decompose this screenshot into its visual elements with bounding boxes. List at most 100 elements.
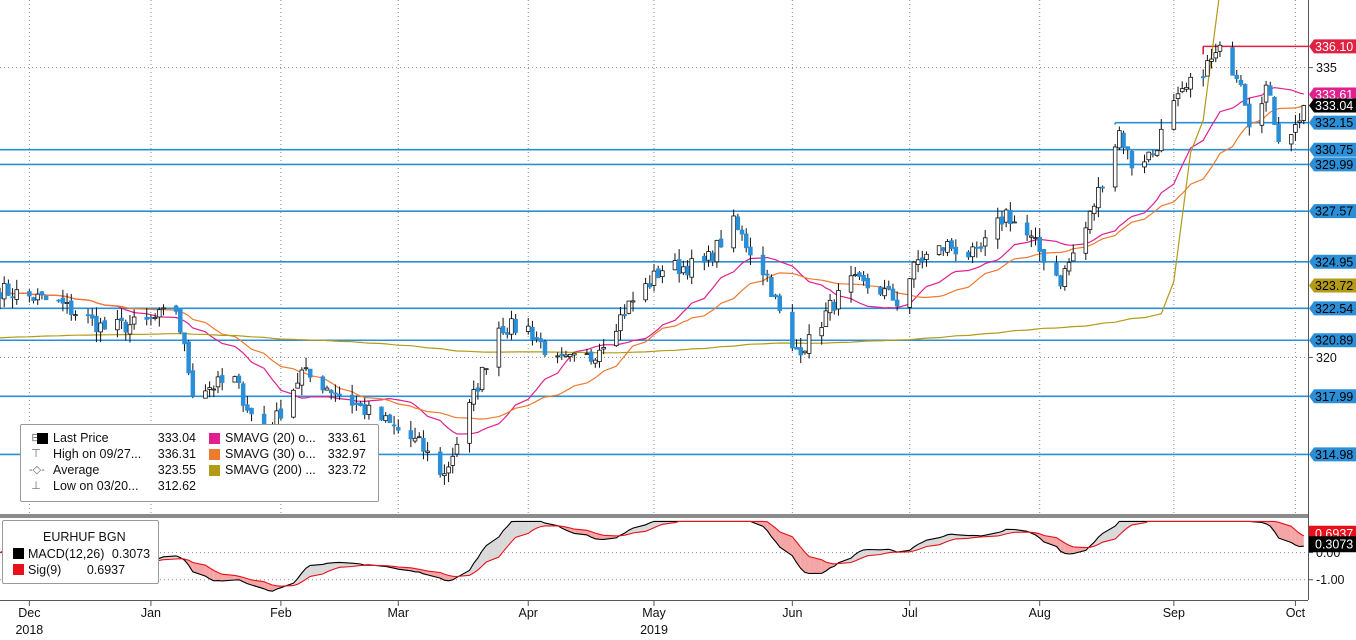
- candle[interactable]: [157, 307, 162, 327]
- candle[interactable]: [387, 413, 393, 424]
- candle[interactable]: [534, 331, 539, 343]
- candle[interactable]: [794, 339, 799, 350]
- candle[interactable]: [1184, 82, 1189, 93]
- candle[interactable]: [1054, 255, 1059, 277]
- candle[interactable]: [1146, 151, 1151, 163]
- candle[interactable]: [567, 353, 573, 362]
- candle[interactable]: [324, 385, 330, 391]
- candle[interactable]: [915, 250, 921, 273]
- candle[interactable]: [328, 389, 334, 400]
- candle[interactable]: [240, 381, 246, 412]
- candle[interactable]: [890, 283, 896, 301]
- candle[interactable]: [148, 314, 154, 326]
- candle[interactable]: [207, 381, 212, 398]
- candle[interactable]: [660, 265, 665, 284]
- candle[interactable]: [588, 349, 594, 365]
- candle[interactable]: [924, 251, 929, 267]
- candle[interactable]: [484, 368, 489, 375]
- candle[interactable]: [475, 383, 481, 400]
- candle[interactable]: [974, 241, 980, 258]
- candle[interactable]: [538, 332, 544, 349]
- candle[interactable]: [509, 310, 514, 340]
- candle[interactable]: [115, 309, 120, 338]
- candle[interactable]: [10, 288, 15, 309]
- candle[interactable]: [454, 436, 460, 458]
- candle[interactable]: [249, 407, 254, 422]
- candle[interactable]: [685, 260, 690, 280]
- candle[interactable]: [379, 406, 384, 421]
- candle[interactable]: [622, 304, 627, 319]
- candle[interactable]: [525, 317, 531, 335]
- candle[interactable]: [1268, 81, 1273, 96]
- candle[interactable]: [98, 317, 103, 343]
- candle[interactable]: [731, 209, 736, 253]
- candle[interactable]: [630, 291, 636, 312]
- candle[interactable]: [702, 253, 707, 271]
- candle[interactable]: [1037, 228, 1042, 262]
- candle[interactable]: [966, 250, 971, 260]
- candle[interactable]: [907, 278, 912, 315]
- candle[interactable]: [760, 246, 766, 286]
- candle[interactable]: [1129, 150, 1135, 176]
- candle[interactable]: [999, 210, 1005, 231]
- candle[interactable]: [1012, 215, 1017, 224]
- candle[interactable]: [710, 250, 715, 267]
- candle[interactable]: [412, 427, 418, 444]
- candle[interactable]: [681, 260, 686, 276]
- candle[interactable]: [1288, 134, 1294, 152]
- candle[interactable]: [836, 283, 841, 316]
- candle[interactable]: [408, 420, 414, 448]
- candle[interactable]: [886, 280, 892, 291]
- candle[interactable]: [832, 299, 837, 315]
- candle[interactable]: [333, 384, 338, 402]
- candle[interactable]: [672, 253, 678, 271]
- candle[interactable]: [123, 319, 129, 341]
- candle[interactable]: [953, 239, 959, 262]
- candle[interactable]: [1276, 116, 1281, 144]
- candle[interactable]: [144, 308, 149, 326]
- candle[interactable]: [467, 399, 472, 453]
- candle[interactable]: [559, 347, 565, 360]
- candle[interactable]: [173, 304, 179, 315]
- candle[interactable]: [203, 384, 208, 399]
- candle[interactable]: [1293, 115, 1298, 142]
- candle[interactable]: [291, 388, 296, 419]
- candle[interactable]: [1112, 143, 1118, 192]
- candle[interactable]: [706, 245, 711, 267]
- candle[interactable]: [6, 279, 11, 297]
- candle[interactable]: [1188, 73, 1193, 98]
- candle[interactable]: [555, 352, 560, 364]
- candle[interactable]: [1234, 70, 1239, 83]
- candle[interactable]: [479, 366, 485, 393]
- candle[interactable]: [337, 386, 342, 400]
- candle[interactable]: [861, 270, 866, 286]
- candle[interactable]: [676, 249, 682, 283]
- candle[interactable]: [777, 293, 783, 314]
- candle[interactable]: [769, 274, 774, 298]
- candle[interactable]: [513, 313, 518, 336]
- candle[interactable]: [35, 288, 40, 305]
- panel-divider[interactable]: [0, 514, 1308, 518]
- candle[interactable]: [1272, 96, 1277, 125]
- candle[interactable]: [1083, 221, 1089, 261]
- candle[interactable]: [152, 313, 158, 321]
- candle[interactable]: [949, 238, 954, 251]
- candle[interactable]: [1159, 119, 1164, 153]
- candle[interactable]: [31, 296, 36, 304]
- candle[interactable]: [689, 249, 694, 285]
- candle[interactable]: [232, 375, 238, 383]
- candle[interactable]: [391, 416, 397, 435]
- candle[interactable]: [186, 340, 191, 376]
- candle[interactable]: [1117, 126, 1122, 150]
- candle[interactable]: [823, 302, 829, 327]
- candle[interactable]: [43, 295, 49, 301]
- candle[interactable]: [1029, 230, 1034, 248]
- candle[interactable]: [446, 461, 451, 483]
- candle[interactable]: [299, 367, 305, 396]
- candle[interactable]: [1242, 83, 1248, 106]
- candle[interactable]: [505, 327, 510, 339]
- candle[interactable]: [14, 279, 20, 305]
- candle[interactable]: [1259, 96, 1265, 134]
- candle[interactable]: [245, 396, 250, 413]
- candle[interactable]: [39, 290, 45, 300]
